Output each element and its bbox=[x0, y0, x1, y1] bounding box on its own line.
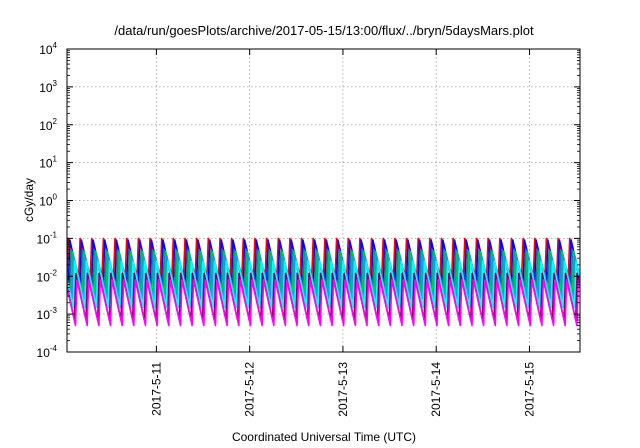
x-tick-label: 2017-5-12 bbox=[243, 362, 257, 417]
y-tick-label: 10-4 bbox=[37, 344, 58, 360]
y-tick-label: 100 bbox=[39, 193, 57, 209]
series-line bbox=[67, 279, 580, 327]
y-tick-label: 104 bbox=[39, 41, 57, 57]
ticks bbox=[67, 48, 580, 353]
chart-title: /data/run/goesPlots/archive/2017-05-15/1… bbox=[114, 23, 534, 38]
y-tick-label: 102 bbox=[39, 117, 57, 133]
x-tick-label: 2017-5-15 bbox=[522, 362, 536, 417]
y-tick-label: 10-1 bbox=[37, 230, 58, 246]
x-tick-label: 2017-5-11 bbox=[149, 362, 163, 416]
x-tick-label: 2017-5-13 bbox=[336, 362, 350, 417]
y-tick-label: 103 bbox=[39, 79, 57, 95]
series-group bbox=[67, 237, 580, 327]
series-layer bbox=[67, 237, 580, 327]
y-tick-label: 10-2 bbox=[37, 268, 58, 284]
xtick-labels: 2017-5-11 2017-5-12 2017-5-13 2017-5-14 2017… bbox=[149, 362, 536, 417]
y-axis-label: cGy/day bbox=[22, 178, 36, 222]
x-axis-label: Coordinated Universal Time (UTC) bbox=[232, 430, 416, 444]
series-line bbox=[67, 260, 580, 309]
y-tick-label: 101 bbox=[39, 155, 57, 171]
y-tick-label: 10-3 bbox=[37, 306, 58, 322]
x-tick-label: 2017-5-14 bbox=[429, 362, 443, 417]
ytick-labels: 10-4 10-3 10-2 10-1 100 101 102 103 104 bbox=[37, 41, 58, 360]
